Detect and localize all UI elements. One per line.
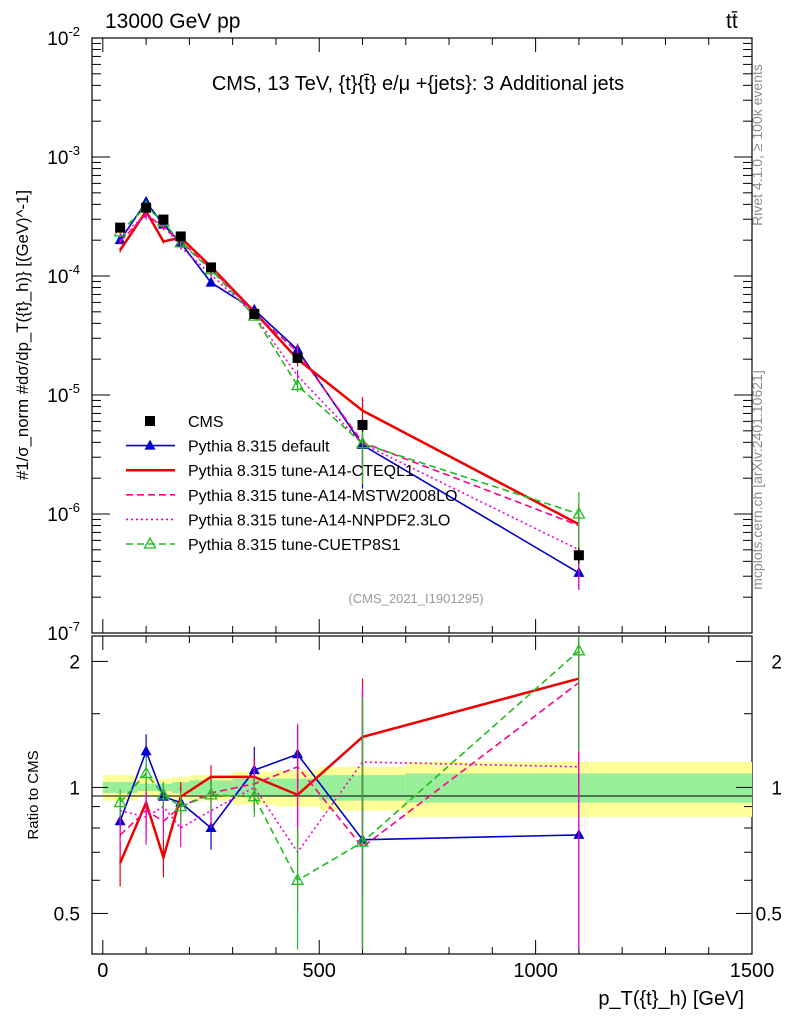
y-tick-label: 10-6 <box>47 500 80 526</box>
legend-label: Pythia 8.315 tune-CUETP8S1 <box>188 537 401 554</box>
ratio-y-tick-label-right: 0.5 <box>756 904 782 925</box>
ratio-y-tick-label: 0.5 <box>54 904 80 925</box>
analysis-label: (CMS_2021_I1901295) <box>348 591 483 606</box>
data-point <box>249 308 260 319</box>
ratio-line <box>119 650 580 882</box>
ratio-y-tick-label-right: 1 <box>771 778 782 799</box>
y-tick-label: 10-2 <box>47 24 80 50</box>
series-marker <box>290 872 305 885</box>
series-marker <box>139 766 153 779</box>
series-marker <box>174 235 188 248</box>
beam-label: 13000 GeV pp <box>105 10 240 33</box>
x-tick-label: 1500 <box>730 960 775 982</box>
data-point <box>115 222 126 233</box>
series-marker <box>204 787 218 800</box>
ratio-y-tick-label: 1 <box>69 778 80 799</box>
series-marker <box>156 787 171 800</box>
rivet-label: Rivet 4.1.0, ≥ 100k events <box>749 64 765 226</box>
x-tick-label: 0 <box>97 960 108 982</box>
main-axes: 10-7 10-6 10-5 10-4 10-3 10-2 <box>47 24 753 645</box>
series-marker <box>572 506 586 519</box>
ratio-bands <box>102 762 752 817</box>
data-point <box>141 202 152 213</box>
ratio-axes: 0 500 1000 1500 0.5 0.5 1 1 2 2 <box>54 636 782 982</box>
legend: CMS Pythia 8.315 default Pythia 8.315 tune… <box>126 414 457 554</box>
series-marker <box>355 834 370 847</box>
main-series <box>113 195 586 590</box>
x-tick-label: 500 <box>303 960 336 982</box>
series-marker <box>355 436 370 449</box>
ratio-series <box>113 636 586 950</box>
x-axis-label: p_T({t}_h) [GeV] <box>598 988 744 1010</box>
data-point <box>206 262 217 273</box>
data-point <box>158 214 169 225</box>
series-marker <box>113 795 127 808</box>
mcplots-label: mcplots.cern.ch [arXiv:2401.10621] <box>749 370 765 589</box>
ratio-line <box>119 761 579 854</box>
data-point <box>175 231 186 242</box>
data-point <box>573 550 584 561</box>
series-marker <box>290 378 305 391</box>
x-tick-label: 1000 <box>513 960 558 982</box>
legend-label: Pythia 8.315 tune-A14-MSTW2008LO <box>188 488 457 505</box>
y-tick-label: 10-3 <box>47 143 80 169</box>
chart-title: CMS, 13 TeV, {t}{t̄} e/μ +{jets}: 3 Addi… <box>212 73 624 95</box>
y-axis-label-ratio: Ratio to CMS <box>25 750 42 839</box>
data-point <box>292 352 303 363</box>
process-label: tt̄ <box>726 10 738 33</box>
ratio-y-tick-label-right: 2 <box>771 652 782 673</box>
legend-label: CMS <box>188 414 224 431</box>
legend-label: Pythia 8.315 tune-A14-NNPDF2.3LO <box>188 512 450 529</box>
band-inner <box>102 782 138 793</box>
legend-marker-data <box>145 416 155 426</box>
series-marker <box>143 536 157 549</box>
ratio-y-tick-label: 2 <box>69 652 80 673</box>
y-axis-label-main: #1/σ_norm #dσ/dp_T({t}_h)} [(GeV)^-1] <box>13 190 32 480</box>
y-tick-label: 10-5 <box>47 381 80 407</box>
series-marker <box>144 439 156 450</box>
series-marker <box>247 789 261 802</box>
legend-label: Pythia 8.315 default <box>188 439 330 456</box>
series-marker <box>205 276 217 287</box>
data-point <box>357 419 368 430</box>
series-marker <box>174 799 188 812</box>
series-marker <box>572 643 586 656</box>
series-marker <box>140 745 152 756</box>
y-tick-label: 10-4 <box>47 262 80 288</box>
y-tick-label: 10-7 <box>47 619 80 645</box>
legend-label: Pythia 8.315 tune-A14-CTEQL1 <box>188 463 414 480</box>
main-plot-frame <box>91 37 753 634</box>
